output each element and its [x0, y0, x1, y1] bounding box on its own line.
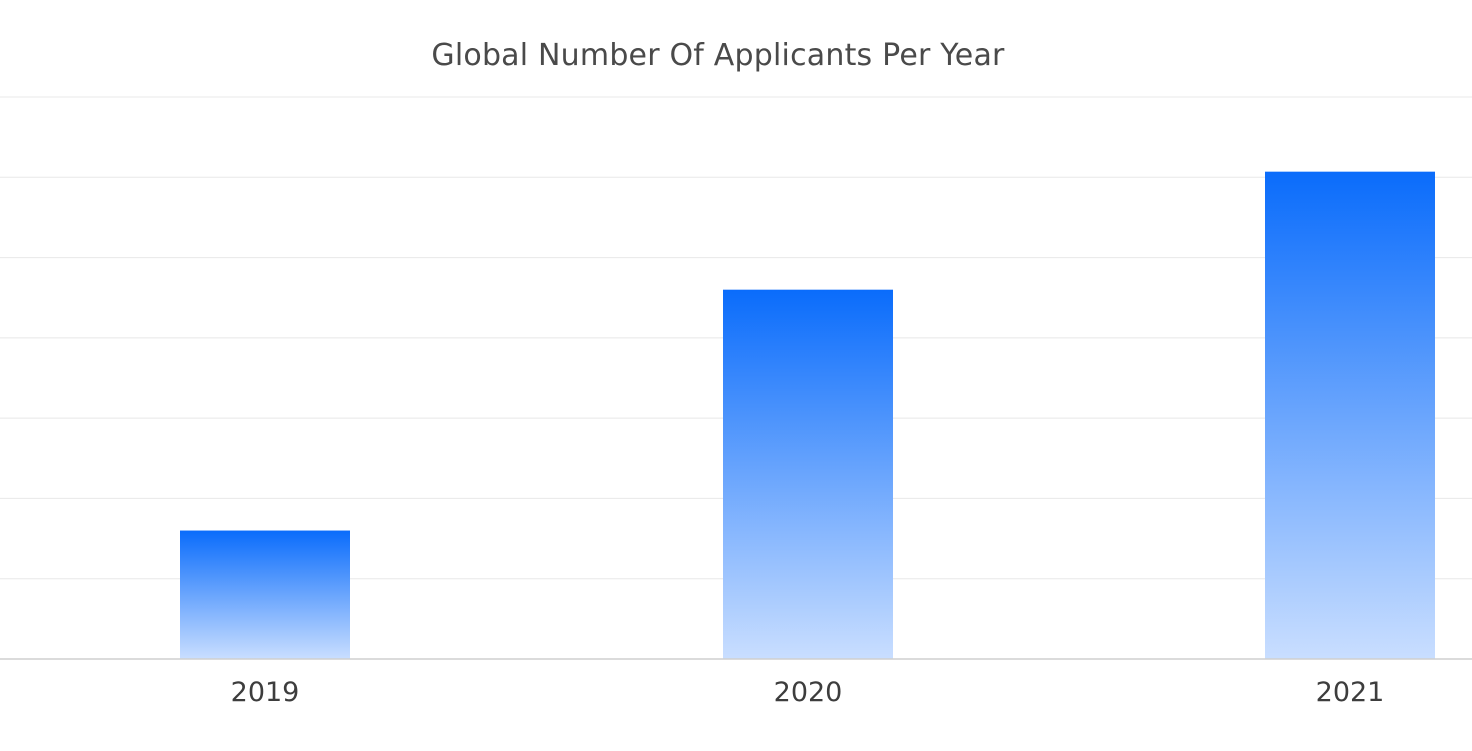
x-tick-label: 2019: [231, 677, 300, 708]
x-tick-label: 2021: [1316, 677, 1385, 708]
bar-2019: [180, 530, 350, 659]
bar-2020: [723, 289, 893, 659]
x-tick-label: 2020: [774, 677, 843, 708]
chart-title: Global Number Of Applicants Per Year: [431, 38, 1005, 73]
bar-2021: [1265, 171, 1435, 659]
